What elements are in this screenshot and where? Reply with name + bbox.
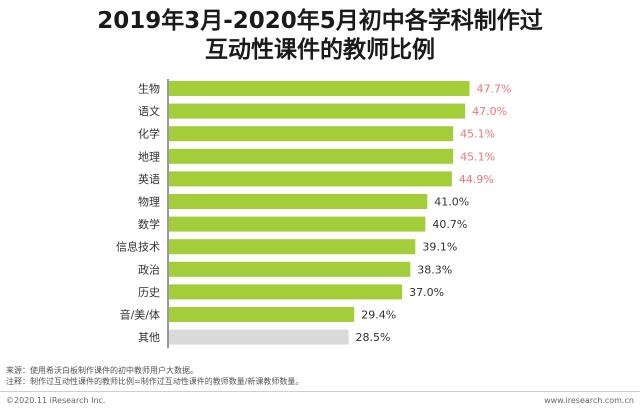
footer-divider — [0, 391, 640, 392]
bar — [169, 284, 403, 300]
bar — [169, 216, 426, 232]
category-label: 历史 — [138, 286, 160, 299]
category-label: 地理 — [138, 150, 160, 163]
value-label: 45.1% — [460, 150, 495, 163]
category-label: 政治 — [138, 262, 160, 276]
bar — [169, 103, 466, 119]
value-label: 44.9% — [459, 173, 494, 186]
value-label: 47.0% — [472, 105, 507, 118]
category-label: 数学 — [138, 217, 160, 231]
value-label: 38.3% — [417, 263, 452, 276]
value-label: 39.1% — [422, 241, 457, 254]
category-label: 化学 — [138, 127, 160, 141]
footer-website: www.iresearch.com.cn — [544, 396, 634, 405]
footnote-note: 注释：制作过互动性课件的教师比例=制作过互动性课件的教师数量/新课教师数量。 — [6, 377, 304, 386]
value-label: 40.7% — [432, 218, 467, 231]
bar — [169, 171, 452, 187]
category-label: 音/美/体 — [120, 308, 160, 322]
footer-copyright: ©2020.11 iResearch Inc. — [6, 396, 106, 405]
value-label: 28.5% — [356, 331, 391, 344]
bar — [169, 148, 454, 164]
bar — [169, 126, 454, 142]
category-label: 物理 — [138, 195, 160, 209]
category-label: 信息技术 — [116, 240, 160, 254]
bar — [169, 307, 355, 322]
value-label: 37.0% — [409, 286, 444, 299]
chart-title-line2: 互动性课件的教师比例 — [205, 37, 435, 63]
category-label: 英语 — [138, 172, 160, 186]
footnote-source: 来源：使用希沃白板制作课件的初中教师用户大数据。 — [6, 366, 198, 375]
bar — [169, 239, 416, 255]
bar-chart: 生物 47.7% 语文 47.0% 化学 45.1% 地理 45.1% 英语 44.9% 物理 41.… — [116, 79, 512, 349]
value-label: 29.4% — [361, 309, 396, 322]
bar — [169, 329, 349, 345]
value-label: 41.0% — [434, 196, 469, 209]
chart-title-line1: 2019年3月-2020年5月初中各学科制作过 — [97, 8, 543, 34]
value-label: 47.7% — [477, 83, 512, 96]
bar — [169, 81, 470, 96]
category-label: 语文 — [138, 104, 160, 118]
category-label: 生物 — [138, 82, 160, 96]
value-label: 45.1% — [460, 128, 495, 141]
category-label: 其他 — [138, 331, 160, 344]
bar — [169, 194, 428, 209]
bar — [169, 261, 411, 277]
